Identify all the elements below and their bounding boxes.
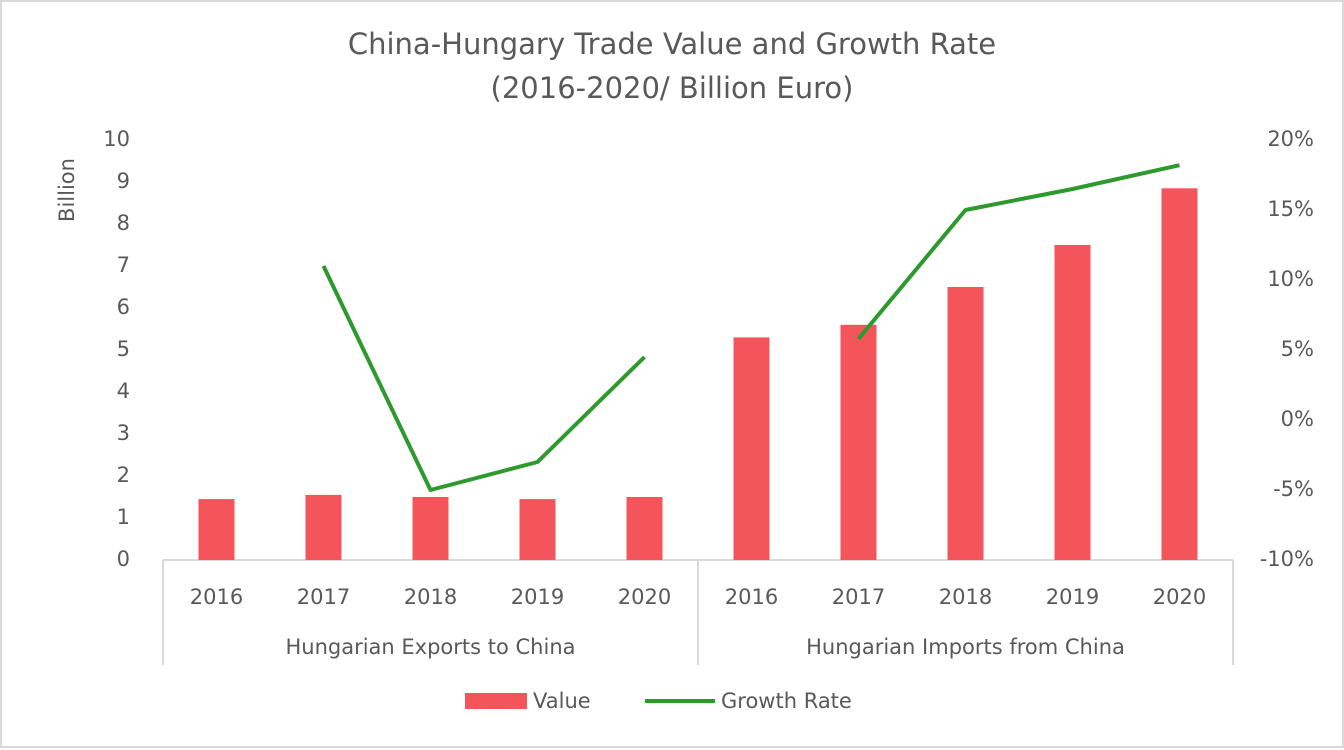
bar — [947, 287, 984, 560]
growth-line — [856, 163, 1180, 341]
bar — [412, 497, 449, 560]
y-axis-title: Billion — [55, 158, 79, 222]
x-tick-label: 2019 — [1046, 585, 1099, 609]
legend-swatch — [465, 693, 527, 709]
x-tick-label: 2017 — [297, 585, 350, 609]
legend-label: Growth Rate — [721, 689, 852, 713]
x-tick-label: 2019 — [511, 585, 564, 609]
x-tick-label: 2020 — [1153, 585, 1206, 609]
growth-line — [321, 265, 646, 492]
bar — [305, 494, 342, 560]
y-tick-label: 2 — [117, 463, 130, 487]
y-tick-label: 1 — [117, 505, 130, 529]
x-tick-label: 2020 — [618, 585, 671, 609]
y-tick-label: 6 — [117, 295, 130, 319]
y2-tick-label: 5% — [1281, 337, 1314, 361]
x-tick-label: 2017 — [832, 585, 885, 609]
group-label: Hungarian Exports to China — [285, 635, 575, 659]
y2-tick-label: -10% — [1260, 547, 1314, 571]
bar — [1054, 245, 1091, 560]
legend-label: Value — [533, 689, 591, 713]
y2-tick-label: 15% — [1267, 197, 1314, 221]
y2-tick-label: 20% — [1267, 127, 1314, 151]
y2-tick-label: -5% — [1273, 477, 1314, 501]
group-label: Hungarian Imports from China — [806, 635, 1125, 659]
x-tick-label: 2018 — [404, 585, 457, 609]
y-tick-label: 4 — [117, 379, 130, 403]
y-tick-label: 5 — [117, 337, 130, 361]
y-tick-label: 10 — [103, 127, 130, 151]
y2-tick-label: 10% — [1267, 267, 1314, 291]
bar — [519, 499, 556, 560]
x-tick-label: 2016 — [190, 585, 243, 609]
bar — [626, 497, 663, 560]
bar — [1161, 188, 1198, 561]
y-tick-label: 0 — [117, 547, 130, 571]
bar — [840, 324, 877, 560]
y-tick-label: 8 — [117, 211, 130, 235]
bar — [733, 337, 770, 560]
y2-tick-label: 0% — [1281, 407, 1314, 431]
y-tick-label: 9 — [117, 169, 130, 193]
y-tick-label: 3 — [117, 421, 130, 445]
chart-title: China-Hungary Trade Value and Growth Rat… — [348, 27, 996, 61]
x-tick-label: 2016 — [725, 585, 778, 609]
x-tick-label: 2018 — [939, 585, 992, 609]
chart-subtitle: (2016-2020/ Billion Euro) — [491, 71, 854, 105]
y-tick-label: 7 — [117, 253, 130, 277]
bar — [198, 499, 235, 560]
